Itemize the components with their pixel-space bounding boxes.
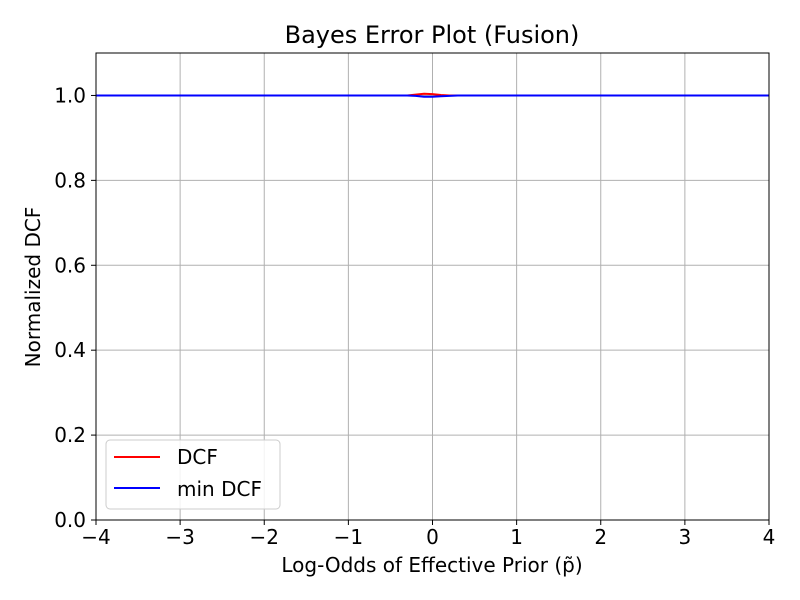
y-tick-label: 0.8 xyxy=(54,168,86,192)
y-tick-label: 0.2 xyxy=(54,423,86,447)
x-tick-label: 2 xyxy=(594,525,607,549)
x-tick-label: −1 xyxy=(334,525,363,549)
grid xyxy=(95,53,770,521)
legend: DCF min DCF xyxy=(105,439,281,510)
x-tick-label: −2 xyxy=(250,525,279,549)
x-tick-label: 4 xyxy=(763,525,776,549)
legend-label-dcf: DCF xyxy=(177,445,218,469)
series-line-min-dcf xyxy=(96,94,769,98)
chart-title: Bayes Error Plot (Fusion) xyxy=(285,21,580,49)
x-axis-label: Log-Odds of Effective Prior (p̃) xyxy=(281,553,582,577)
x-tick-label: −3 xyxy=(165,525,194,549)
x-tick-label: 0 xyxy=(426,525,439,549)
legend-label-min-dcf: min DCF xyxy=(177,477,262,501)
y-tick-label: 0.0 xyxy=(54,508,86,532)
x-tick-label: 1 xyxy=(510,525,523,549)
ticks: −4 −3 −2 −1 0 1 2 3 4 0.0 0.2 0.4 0.6 0.8 1.0 xyxy=(54,83,775,549)
y-tick-label: 1.0 xyxy=(54,83,86,107)
x-tick-label: −4 xyxy=(81,525,110,549)
y-tick-label: 0.4 xyxy=(54,338,86,362)
x-tick-label: 3 xyxy=(679,525,692,549)
series-layer xyxy=(96,92,769,98)
y-axis-label: Normalized DCF xyxy=(21,207,45,368)
y-tick-label: 0.6 xyxy=(54,253,86,277)
